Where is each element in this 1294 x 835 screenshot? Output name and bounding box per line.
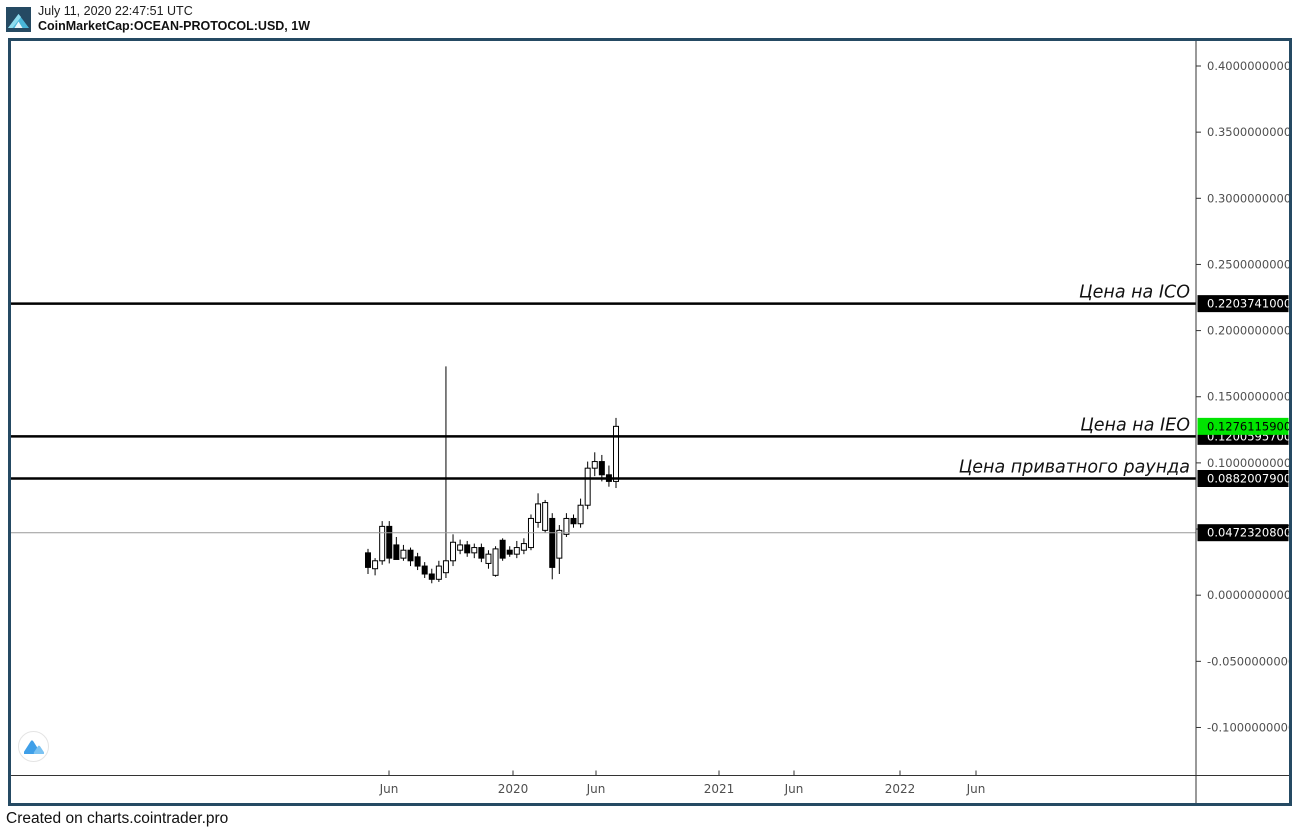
candle-body: [372, 560, 379, 570]
candle-body: [442, 560, 449, 574]
price-lines: Цена на ICO Цена на IEO Цена приватного ра…: [11, 283, 1196, 534]
x-tick-label: Jun: [586, 782, 606, 796]
candle-body: [520, 543, 527, 551]
candle-body: [478, 547, 485, 559]
candle-body: [393, 544, 400, 560]
candle-body: [570, 517, 577, 525]
candle-body: [613, 425, 620, 482]
mountain-logo-icon: [23, 740, 44, 754]
candle-body: [386, 525, 393, 559]
y-tick-label: -0.0500000000: [1207, 654, 1289, 668]
x-tick-label: Jun: [784, 782, 804, 796]
candle-body: [400, 549, 407, 559]
candle-body: [563, 517, 570, 535]
candle-body: [535, 503, 542, 523]
y-tick-label: 0.2000000000: [1207, 324, 1289, 338]
candle-body: [492, 548, 499, 576]
price-baseline-box: [1197, 524, 1289, 542]
chart-symbol: CoinMarketCap:OCEAN-PROTOCOL:USD, 1W: [38, 19, 311, 33]
app-logo-icon: [6, 7, 31, 32]
x-axis[interactable]: Jun 2020 Jun 2021 Jun 2022 Jun: [379, 770, 986, 797]
candle-body: [450, 541, 457, 562]
price-ico-box: [1197, 295, 1289, 313]
candle-body: [556, 529, 563, 559]
candle-body: [428, 573, 435, 580]
price-label-boxes: 0.22037410000.12005957000.08820079000.04…: [1197, 295, 1289, 542]
candle-body: [421, 565, 428, 575]
candle-body: [414, 556, 421, 567]
x-tick-label: Jun: [379, 782, 399, 796]
price-line-label-ieo: Цена на IEO: [1080, 415, 1190, 435]
y-tick-label: 0.2500000000: [1207, 257, 1289, 271]
x-tick-label: Jun: [966, 782, 986, 796]
x-tick-label: 2020: [498, 782, 529, 796]
y-tick-label: -0.1000000000: [1207, 720, 1289, 734]
price-private-round-box-label: 0.0882007900: [1207, 471, 1289, 485]
chart-timestamp: July 11, 2020 22:47:51 UTC: [38, 4, 193, 18]
chart-frame: Цена на ICO Цена на IEO Цена приватного ра…: [8, 38, 1292, 806]
watermark-badge[interactable]: [18, 731, 49, 762]
candlestick-series: [365, 366, 620, 584]
last-price-box-label: 0.1276115900: [1207, 419, 1289, 433]
candle-body: [485, 553, 492, 564]
candle-body: [407, 549, 414, 562]
y-tick-label: 0.3000000000: [1207, 191, 1289, 205]
candle-body: [379, 525, 386, 562]
price-line-label-ico: Цена на ICO: [1079, 283, 1190, 303]
y-tick-label: 0.1000000000: [1207, 456, 1289, 470]
candle-body: [584, 467, 591, 506]
last-price-box: [1197, 417, 1289, 435]
y-tick-label: 0.4000000000: [1207, 59, 1289, 73]
candle-body: [513, 547, 520, 555]
candle-body: [365, 552, 371, 568]
candle-body: [591, 461, 598, 469]
price-ico-box-label: 0.2203741000: [1207, 297, 1289, 311]
candle-body: [577, 504, 584, 525]
y-tick-label: 0.0000000000: [1207, 588, 1289, 602]
footer-caption: Created on charts.cointrader.pro: [6, 810, 229, 827]
app-header: July 11, 2020 22:47:51 UTC CoinMarketCap…: [0, 0, 1294, 38]
x-tick-label: 2022: [885, 782, 916, 796]
x-tick-label: 2021: [704, 782, 735, 796]
y-tick-label: 0.1500000000: [1207, 390, 1289, 404]
candle-body: [471, 547, 478, 554]
price-line-label-private-round: Цена приватного раунда: [959, 457, 1190, 477]
price-private-round-box: [1197, 469, 1289, 487]
candle-body: [457, 544, 464, 551]
price-baseline-box-label: 0.0472320800: [1207, 526, 1289, 540]
candle-body: [598, 461, 605, 476]
candle-body: [542, 502, 549, 531]
y-tick-label: 0.3500000000: [1207, 125, 1289, 139]
price-chart[interactable]: Цена на ICO Цена на IEO Цена приватного ра…: [11, 41, 1289, 803]
candle-body: [549, 517, 556, 568]
candle-body: [506, 549, 513, 555]
candle-body: [435, 565, 442, 580]
candle-body: [464, 544, 471, 554]
candle-body: [499, 539, 506, 559]
